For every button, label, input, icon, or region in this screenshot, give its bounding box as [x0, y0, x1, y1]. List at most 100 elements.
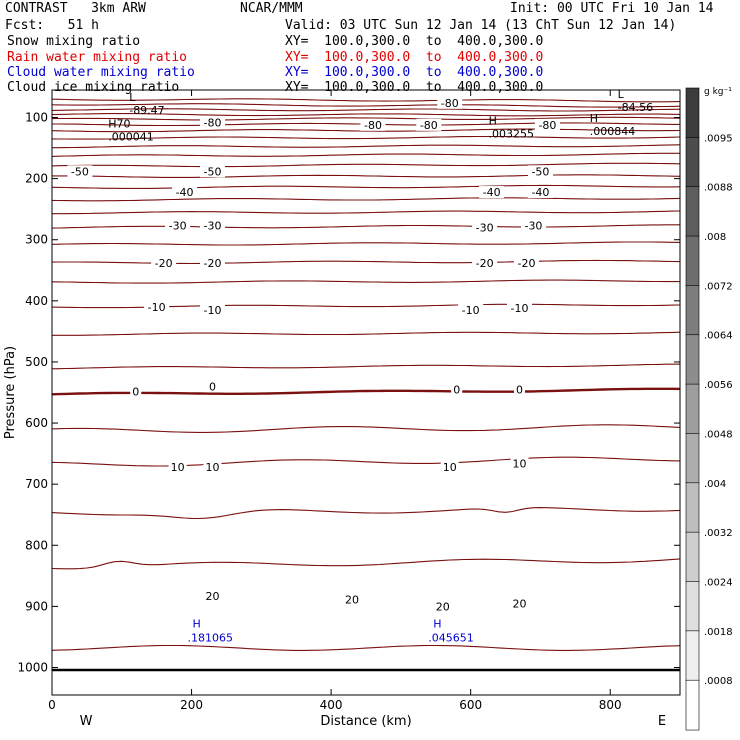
y-tick-label: 200 — [25, 172, 48, 186]
isotherm-line — [51, 387, 681, 396]
extremum-value: .003255 — [489, 127, 534, 140]
colorbar-swatch — [685, 383, 700, 435]
contour-label-bg — [130, 385, 142, 398]
contour-label-bg — [151, 256, 177, 269]
field-cloudice-xy: XY= 100.0,300.0 to 400.0,300.0 — [285, 80, 544, 95]
x-tick-label: 400 — [320, 698, 343, 712]
contour-label-bg — [199, 219, 225, 232]
isotherm-line — [51, 224, 680, 229]
contour-label-bg — [172, 186, 198, 199]
y-tick-label: 500 — [25, 355, 48, 369]
isotherm-line — [51, 113, 681, 117]
contour-label-bg — [206, 380, 218, 393]
isotherm-line — [51, 424, 681, 433]
isotherm-line — [51, 162, 681, 168]
colorbar-label: .008 — [704, 232, 726, 243]
isotherm-contours: -80-80 -80 -80 -80-50 -50 -50-40 -40 -40-30 -30-… — [51, 96, 681, 672]
colorbar-swatch — [685, 235, 700, 287]
contour-label: -40 — [176, 186, 194, 199]
colorbar-label: .004 — [704, 479, 726, 490]
contour-label: -50 — [531, 165, 549, 178]
isotherm-line — [51, 507, 681, 520]
contour-label-bg — [479, 186, 505, 199]
extrema-markers: L-89.47L-84.56H70.000041H.003255H.000844… — [108, 88, 653, 645]
isotherm-line — [51, 184, 681, 189]
contour-label: -10 — [511, 302, 529, 315]
isotherm-line — [51, 259, 681, 265]
extremum-mark: H — [590, 112, 598, 125]
org-name: NCAR/MMM — [240, 1, 303, 16]
contour-label: -30 — [204, 220, 222, 233]
y-tick-label: 300 — [25, 233, 48, 247]
colorbar-swatch — [685, 87, 700, 139]
contour-label-bg — [510, 457, 529, 470]
contour-label: 10 — [171, 461, 185, 474]
contour-label-bg — [440, 461, 459, 474]
y-tick-label: 900 — [25, 599, 48, 613]
colorbar-swatch — [685, 137, 700, 188]
contour-label: 20 — [345, 594, 359, 607]
contour-label-bg — [199, 116, 225, 129]
isotherm-line — [52, 210, 681, 215]
colorbar-label: .0032 — [704, 528, 733, 539]
model-name: CONTRAST 3km ARW — [5, 1, 146, 16]
contour-label-bg — [513, 256, 539, 269]
isotherm-line — [51, 241, 681, 246]
contour-label: 10 — [443, 461, 457, 474]
contour-label: -80 — [420, 119, 438, 132]
extremum-mark: H — [489, 114, 497, 127]
x-tick-label: 0 — [48, 698, 56, 712]
contour-label: 10 — [513, 457, 527, 470]
isotherm-line — [51, 558, 681, 570]
y-tick-label: 800 — [25, 538, 48, 552]
field-rain-xy: XY= 100.0,300.0 to 400.0,300.0 — [285, 50, 544, 65]
isotherm-line — [51, 98, 681, 103]
colorbar-swatch — [685, 334, 700, 385]
field-cloudwater-xy: XY= 100.0,300.0 to 400.0,300.0 — [285, 65, 544, 80]
extremum-value: -89.47 — [129, 104, 164, 117]
contour-label-bg — [458, 304, 484, 316]
contour-label-bg — [168, 461, 187, 474]
y-tick-label: 100 — [25, 111, 48, 125]
colorbar-label: .0088 — [704, 183, 733, 194]
y-tick-label: 400 — [25, 294, 48, 308]
contour-label-bg — [165, 219, 191, 232]
contour-label-bg — [437, 96, 463, 109]
colorbar-swatch — [685, 581, 700, 632]
isotherm-line — [51, 152, 680, 157]
contour-label-bg — [472, 221, 498, 234]
contour-label-bg — [433, 600, 452, 613]
contour-label: -80 — [441, 97, 459, 110]
y-tick-label: 600 — [25, 416, 48, 430]
field-cloudice-label: Cloud ice mixing ratio — [7, 80, 180, 95]
contour-label: -30 — [524, 220, 542, 233]
valid-time: Valid: 03 UTC Sun 12 Jan 14 (13 ChT Sun … — [285, 18, 677, 33]
contour-label-bg — [534, 118, 560, 131]
cloud-water-max-mark: H — [433, 618, 441, 631]
colorbar-swatch — [685, 433, 700, 484]
extremum-value: -84.56 — [618, 101, 653, 114]
colorbar-swatch — [685, 186, 700, 237]
extremum-value: .000041 — [108, 130, 153, 143]
contour-label: -80 — [364, 119, 382, 132]
contour-label: -10 — [148, 301, 166, 314]
contour-label: -20 — [476, 257, 494, 270]
y-axis-label: Pressure (hPa) — [3, 346, 18, 439]
contour-label: 20 — [513, 597, 527, 610]
contour-label-bg — [416, 118, 442, 131]
contour-label: 10 — [205, 461, 219, 474]
contour-label-bg — [203, 590, 222, 602]
colorbar-label: .0018 — [704, 627, 733, 638]
field-snow-label: Snow mixing ratio — [7, 34, 141, 49]
contour-label: 20 — [205, 590, 219, 603]
extremum-mark: H70 — [108, 117, 130, 130]
contour-label-bg — [199, 256, 225, 269]
colorbar-label: .0064 — [704, 331, 733, 342]
colorbar: .0095 .0088 .008 .0072 .0064 .0056 .0048 .004 .0… — [685, 87, 733, 731]
cloud-water-max-value: .181065 — [187, 632, 233, 645]
extremum-mark: L — [618, 88, 625, 101]
plot-frame — [51, 89, 681, 696]
contour-label-bg — [510, 597, 529, 610]
